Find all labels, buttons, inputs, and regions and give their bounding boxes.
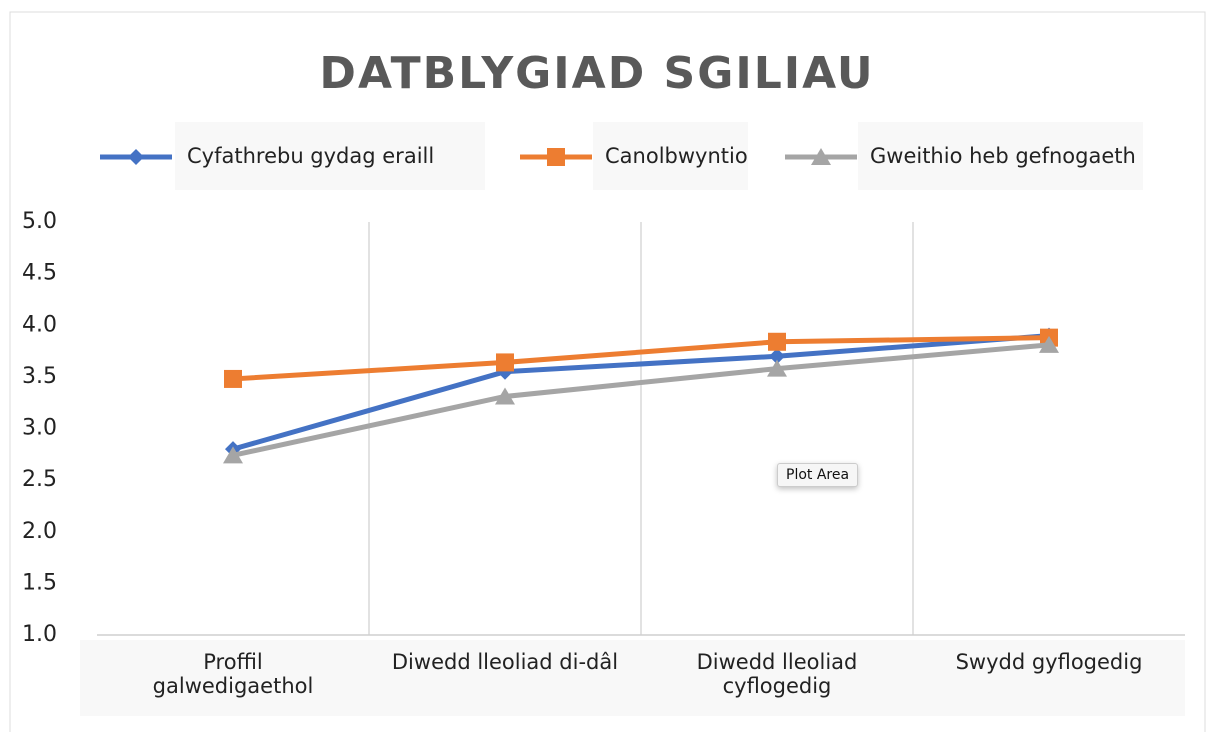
legend-label: Canolbwyntio xyxy=(605,144,748,168)
x-tick-label: Diwedd lleoliad di-dâl xyxy=(391,650,619,674)
legend-text-box xyxy=(175,122,485,190)
legend-text-box xyxy=(593,122,748,190)
series-line xyxy=(232,335,1050,382)
chart-title: DATBLYGIAD SGILIAU xyxy=(319,48,874,99)
y-tick-label: 5.0 xyxy=(22,209,57,234)
y-tick-label: 1.0 xyxy=(22,622,57,647)
y-tick-label: 2.5 xyxy=(22,467,57,492)
tooltip: Plot Area xyxy=(777,463,859,487)
y-tick-label: 4.0 xyxy=(22,312,57,337)
legend-label: Cyfathrebu gydag eraill xyxy=(187,144,434,168)
y-tick-label: 3.0 xyxy=(22,416,57,441)
y-tick-label: 3.5 xyxy=(22,364,57,389)
series-line xyxy=(232,342,1050,458)
legend-text-box xyxy=(858,122,1143,190)
y-tick-label: 4.5 xyxy=(22,261,57,286)
marker xyxy=(768,332,786,351)
x-tick-label: Diwedd lleoliad cyflogedig xyxy=(696,650,858,698)
marker xyxy=(224,369,242,388)
y-tick-label: 2.0 xyxy=(22,519,57,544)
marker xyxy=(496,353,514,372)
x-tick-label: Proffil galwedigaethol xyxy=(152,650,314,698)
marker xyxy=(1039,335,1059,353)
legend-marker xyxy=(811,148,831,165)
chart-border xyxy=(9,11,1206,732)
legend-marker xyxy=(128,149,144,165)
y-tick-label: 1.5 xyxy=(22,570,57,595)
legend-label: Gweithio heb gefnogaeth xyxy=(870,144,1136,168)
marker xyxy=(495,387,515,405)
marker xyxy=(223,446,243,464)
category-label-area xyxy=(80,640,1185,716)
marker xyxy=(769,348,785,365)
legend-marker xyxy=(547,148,565,166)
series-line xyxy=(232,333,1050,452)
x-tick-label: Swydd gyflogedig xyxy=(955,650,1143,674)
marker xyxy=(767,359,787,377)
